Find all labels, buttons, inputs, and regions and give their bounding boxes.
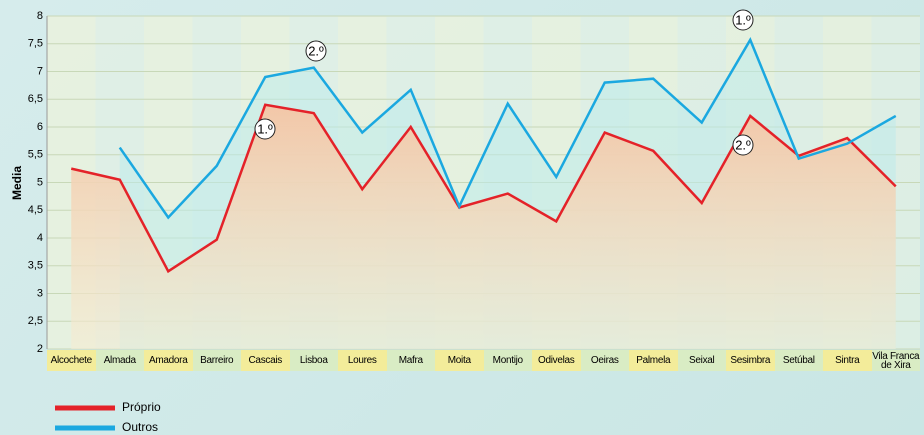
legend-label: Outros (122, 420, 158, 434)
x-tick-label: Odivelas (532, 350, 581, 371)
line (70, 103, 897, 274)
line (118, 37, 897, 220)
y-tick-label: 3 (37, 287, 43, 299)
annotation-circle (254, 118, 276, 140)
y-tick-label: 2 (37, 343, 43, 355)
x-tick-label: Amadora (144, 350, 193, 371)
y-tick-label: 5 (37, 176, 43, 188)
x-tick-label: Sesimbra (726, 350, 775, 371)
y-axis-label: Media (10, 166, 24, 200)
x-tick-label: Setúbal (774, 350, 823, 371)
y-tick-label: 5,5 (28, 149, 43, 161)
x-tick-label: Loures (338, 350, 387, 371)
y-tick-label: 6,5 (28, 93, 43, 105)
annotation: 1.º (735, 12, 751, 27)
y-tick-label: 8 (37, 10, 43, 22)
annotation-circle (732, 9, 754, 31)
y-tick-label: 4 (37, 232, 43, 244)
x-tick-label: Vila Franca de Xira (871, 350, 920, 371)
y-tick-label: 4,5 (28, 204, 43, 216)
annotation: 2.º (735, 137, 751, 152)
x-tick-label: Sintra (823, 350, 872, 371)
x-tick-label: Montijo (483, 350, 532, 371)
x-tick-label: Oeiras (580, 350, 629, 371)
y-tick-label: 7,5 (28, 38, 43, 50)
x-tick-label: Palmela (629, 350, 678, 371)
x-tick-label: Seixal (677, 350, 726, 371)
x-tick-label: Barreiro (192, 350, 241, 371)
x-tick-label: Mafra (386, 350, 435, 371)
annotation-circle (305, 40, 327, 62)
annotation-circle (732, 134, 754, 156)
y-tick-label: 3,5 (28, 260, 43, 272)
y-tick-label: 6 (37, 121, 43, 133)
x-tick-label: Cascais (241, 350, 290, 371)
x-tick-label: Lisboa (289, 350, 338, 371)
annotation: 1.º (257, 121, 273, 136)
y-tick-label: 2,5 (28, 315, 43, 327)
x-tick-label: Almada (95, 350, 144, 371)
x-tick-label: Alcochete (47, 350, 96, 371)
area (71, 104, 896, 349)
y-tick-label: 7 (37, 65, 43, 77)
legend-label: Próprio (122, 400, 161, 414)
annotation: 2.º (308, 43, 324, 58)
x-tick-label: Moita (435, 350, 484, 371)
